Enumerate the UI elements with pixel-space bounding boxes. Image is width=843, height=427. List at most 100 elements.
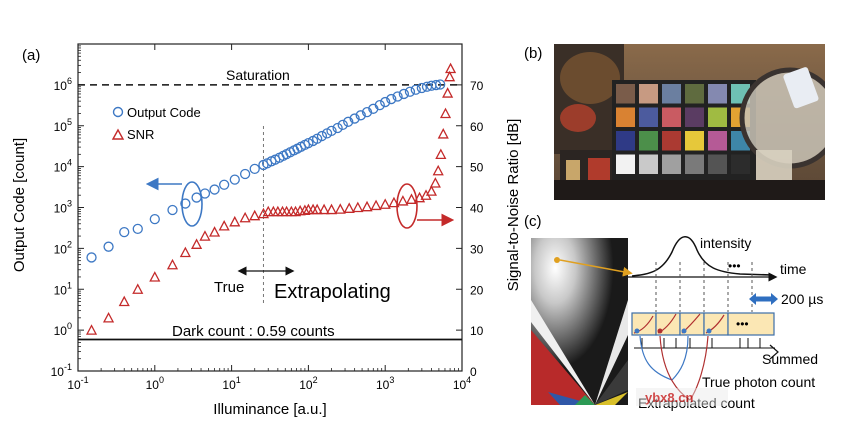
checker-patch — [708, 131, 727, 151]
output-code-axis-ellipse — [181, 181, 203, 227]
checker-patch — [616, 107, 635, 127]
curve-ellipsis: ••• — [728, 259, 741, 273]
summed-label: Summed — [762, 351, 818, 367]
intensity-plot: intensity time ••• — [628, 235, 807, 312]
extrapolated-count-line-1 — [659, 335, 691, 401]
checker-patch — [639, 84, 658, 104]
snr-point — [199, 230, 211, 241]
output-code-point — [209, 184, 220, 195]
extrapolated-count-line-2 — [689, 335, 709, 401]
snr-point — [432, 164, 444, 176]
output-code-point — [191, 192, 202, 203]
output-code-point — [392, 91, 403, 102]
y-right-tick-label: 50 — [470, 161, 484, 175]
x-tick-label: 104 — [453, 375, 471, 392]
output-code-point — [404, 86, 416, 97]
snr-point — [208, 226, 221, 237]
duration-arrow-right-head — [771, 293, 778, 305]
y-left-tick-label: 100 — [54, 321, 72, 338]
snr-point — [311, 203, 323, 215]
x-tick-label: 10-1 — [67, 375, 88, 392]
photo-scene — [554, 44, 825, 200]
x-axis: 10-1 100 101 102 103 104 — [67, 44, 471, 392]
x-tick-label: 102 — [299, 375, 317, 392]
snr-point — [444, 62, 457, 74]
checker-patch — [639, 154, 658, 174]
checker-patch — [731, 154, 750, 174]
output-code-point — [361, 107, 373, 118]
snr-point — [249, 209, 261, 221]
y-axis-left: 10-1 100 101 102 103 104 105 106 — [51, 45, 84, 379]
saturation-label: Saturation — [226, 67, 290, 83]
summed-arrow — [769, 344, 779, 360]
legend-output-code-label: Output Code — [127, 105, 201, 120]
snr-point — [439, 107, 452, 119]
watermark: ybx8.cn — [636, 388, 728, 406]
checker-patch — [662, 84, 681, 104]
snr-point — [397, 195, 409, 206]
snr-point — [442, 87, 454, 98]
y-left-axis-title: Output Code [count] — [11, 138, 28, 272]
snr-point — [318, 203, 330, 215]
wheel-sector-white — [531, 300, 595, 405]
x-tick-label: 101 — [222, 375, 240, 392]
output-code-point — [167, 204, 178, 216]
output-code-point — [303, 138, 314, 149]
series-layer — [85, 62, 457, 335]
output-code-point — [316, 130, 328, 142]
duration-label: 200 µs — [781, 291, 823, 307]
pixel-to-intensity-arrow — [559, 259, 633, 277]
checker-patch — [685, 131, 704, 151]
plot-frame — [77, 43, 463, 372]
snr-point — [118, 295, 130, 307]
wheel-sector-yellow — [595, 392, 628, 405]
output-code-point — [416, 82, 427, 94]
checker-patch — [685, 154, 704, 174]
y-right-tick-label: 70 — [470, 79, 484, 93]
y-left-tick-label: 105 — [54, 117, 72, 134]
wheel-sector-green — [575, 395, 595, 405]
snr-point — [405, 193, 418, 204]
frame-row: ••• — [631, 312, 775, 336]
snr-point — [239, 211, 251, 223]
wheel-sector-red — [531, 330, 595, 405]
legend: Output Code SNR — [111, 105, 201, 142]
output-code-point — [398, 88, 410, 100]
photon-dot-1 — [634, 328, 640, 334]
snr-point — [166, 258, 179, 270]
output-code-point — [374, 99, 385, 111]
reference-lines — [78, 84, 462, 341]
snr-axis-ellipse — [396, 183, 418, 229]
snr-point — [257, 207, 270, 219]
photon-dot-4 — [706, 328, 712, 334]
wheel-sector-gray — [595, 360, 628, 405]
checker-patch — [639, 107, 658, 127]
y-right-axis-title: Signal-to-Noise Ratio [dB] — [505, 119, 522, 292]
color-checker-patches — [616, 84, 750, 174]
true-label: True — [214, 279, 244, 296]
output-code-point — [343, 116, 354, 127]
y-left-tick-label: 104 — [54, 158, 72, 175]
snr-point — [334, 203, 346, 214]
spinning-wheel-photo — [531, 238, 628, 405]
frame-ellipsis: ••• — [736, 317, 749, 331]
snr-point — [325, 203, 338, 215]
checker-patch — [685, 84, 704, 104]
photo-floor — [554, 180, 825, 200]
checker-patch — [616, 154, 635, 174]
figurine-object — [566, 160, 580, 186]
panel-label-a: (a) — [22, 47, 40, 64]
y-left-tick-label: 103 — [54, 199, 72, 216]
y-left-tick-label: 106 — [54, 76, 72, 93]
snr-point — [343, 202, 355, 213]
snr-point — [361, 200, 373, 212]
output-code-point — [119, 226, 130, 238]
output-code-point — [380, 96, 391, 108]
y-right-tick-label: 20 — [470, 283, 484, 297]
output-code-point — [229, 174, 240, 185]
photon-dot-2 — [657, 328, 663, 334]
checker-patch — [708, 154, 727, 174]
time-label: time — [780, 261, 807, 277]
output-code-point — [86, 252, 97, 263]
output-code-point — [430, 79, 442, 91]
